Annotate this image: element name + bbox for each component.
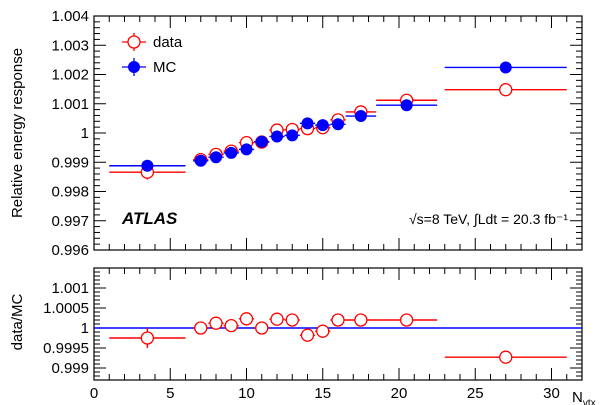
top-mc-point [225,146,238,159]
bottom-data-mc-point [224,318,238,333]
bottom-data-mc-point [194,321,208,335]
x-tick-label: 5 [166,385,174,402]
bottom-y-tick-label: 1.001 [51,280,89,297]
bottom-y-tick-label: 0.9995 [43,340,89,357]
top-y-tick-label: 1.003 [51,37,89,54]
energy-label: √s=8 TeV, ∫Ldt = 20.3 fb⁻¹ [409,211,568,227]
bottom-data-mc-point [354,313,368,327]
top-mc-point [286,129,299,142]
legend: data MC [122,33,183,76]
bottom-data-mc-point [285,313,299,327]
top-mc-point [354,110,367,123]
top-mc-point [400,99,413,112]
bottom-y-axis: 0.999 0.9995 1 1.0005 1.001 [43,267,582,381]
top-y-axis: 0.996 0.997 0.998 0.999 1 1.001 1.002 1.003 1.00… [51,8,582,259]
top-mc-point [255,135,268,148]
bottom-data-mc-point [499,350,513,364]
legend-data-label: data [153,34,183,51]
top-mc-point [271,130,283,143]
x-tick-label: 15 [314,385,331,402]
bottom-data-mc-point [300,328,315,342]
bottom-data-mc-point [239,312,254,326]
bottom-panel-markers [109,312,567,364]
x-axis: 0 5 10 15 20 25 30 [90,16,583,402]
top-mc-point [499,61,512,74]
legend-data-marker [122,33,146,51]
x-axis-title-sub: vtx [583,398,596,405]
top-y-tick-label: 1.001 [51,96,89,113]
legend-mc-label: MC [153,59,176,76]
top-data-point [499,83,513,97]
top-y-tick-label: 0.998 [51,184,89,201]
bottom-data-mc-point [209,316,223,330]
bottom-data-mc-point [270,312,284,326]
x-tick-label: 10 [238,385,255,402]
atlas-label: ATLAS [121,209,178,228]
bottom-y-tick-label: 1 [81,320,89,337]
top-mc-point [301,117,314,130]
top-y-tick-label: 1.004 [51,8,89,25]
top-mc-point [194,154,207,167]
x-tick-label: 30 [543,385,560,402]
legend-mc-marker [122,58,146,76]
top-mc-point [332,118,344,131]
energy-label-text: √s=8 TeV, ∫Ldt = 20.3 fb⁻¹ [409,211,568,227]
top-mc-point [316,119,329,132]
top-y-tick-label: 0.996 [51,242,89,259]
bottom-data-mc-point [331,313,345,327]
top-y-axis-title: Relative energy response [9,48,26,218]
bottom-data-mc-point [399,313,414,327]
x-tick-label: 20 [391,385,408,402]
bottom-y-axis-title: data/MC [9,293,26,350]
bottom-data-mc-point [255,321,269,335]
top-panel-markers [109,61,567,180]
x-tick-label: 0 [90,385,98,402]
bottom-data-mc-point [316,324,330,338]
top-mc-point [240,143,253,156]
bottom-data-mc-point [140,331,155,345]
bottom-y-tick-label: 1.0005 [43,300,89,317]
bottom-y-tick-label: 0.999 [51,360,89,377]
top-mc-point [210,151,222,164]
top-y-tick-label: 1.002 [51,67,89,84]
top-mc-point [141,159,154,172]
top-y-tick-label: 0.999 [51,154,89,171]
x-tick-label: 25 [467,385,484,402]
top-y-tick-label: 1 [81,125,89,142]
x-axis-title: Nvtx [572,389,596,405]
x-axis-title-main: N [572,389,583,405]
top-y-tick-label: 0.997 [51,213,89,230]
